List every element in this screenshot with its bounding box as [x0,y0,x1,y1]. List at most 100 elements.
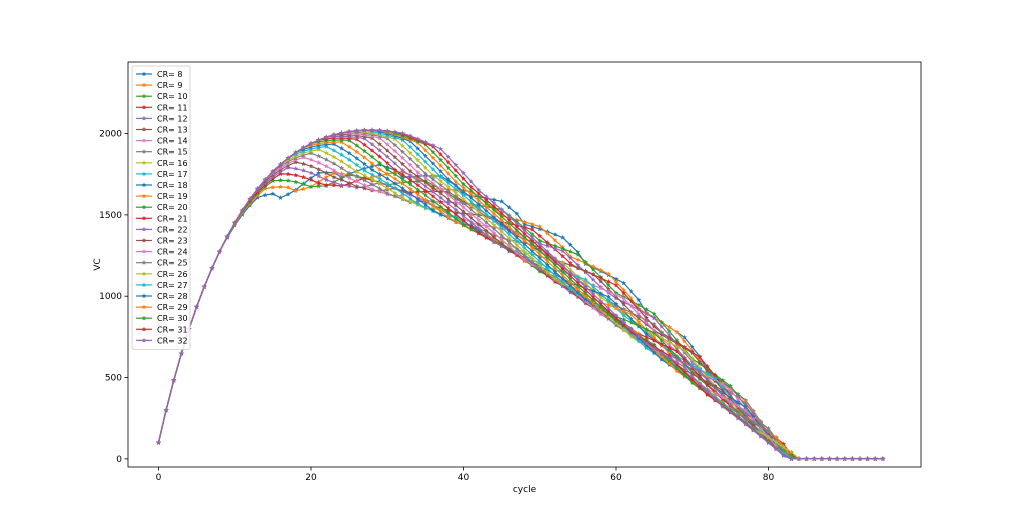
data-point [438,208,444,214]
data-point [491,210,497,216]
data-point [483,232,489,238]
data-point [628,329,634,335]
data-point [445,165,451,171]
data-point [331,182,337,188]
data-point [689,350,695,356]
legend-label: CR= 19 [157,192,188,201]
data-point [583,298,588,304]
legend-item: CR= 31 [136,325,188,334]
data-point [422,165,428,170]
data-point [598,307,604,313]
data-point [415,178,421,183]
data-point [758,423,764,429]
data-point [598,304,604,310]
data-point [522,258,527,264]
data-point [316,180,322,186]
data-point [438,168,444,174]
data-point [514,238,520,244]
data-point [377,181,383,186]
legend-label: CR= 27 [157,281,188,290]
data-point [316,183,322,189]
data-point [285,157,291,162]
data-point [636,302,642,308]
data-point [743,414,749,420]
data-point [392,185,398,191]
legend-item: CR= 20 [136,203,188,212]
data-point [453,200,459,205]
data-point [468,226,474,232]
data-point [461,176,466,181]
data-point [285,155,291,161]
data-point [552,231,558,237]
data-point [491,234,497,240]
data-point [644,345,649,351]
data-point [453,179,459,184]
legend-label: CR= 10 [157,92,188,101]
data-point [560,283,566,289]
data-point [400,176,405,182]
legend-marker [141,126,147,132]
data-point [300,150,306,156]
data-point [377,133,383,139]
series-line [157,152,883,460]
data-point [377,147,383,153]
data-point [445,210,451,215]
legend-label: CR= 12 [157,114,188,123]
data-point [636,307,642,312]
data-point [491,238,497,244]
data-point [697,359,703,365]
data-point [766,428,771,434]
legend-item: CR= 27 [136,281,188,290]
legend-marker [141,260,147,265]
data-point [567,266,573,272]
data-point [727,409,733,415]
data-point [476,194,482,200]
data-point [415,151,421,157]
data-point [689,356,695,362]
data-point [247,201,253,206]
data-point [758,425,764,431]
data-point [316,137,322,143]
data-point [316,140,322,146]
data-point [529,259,535,265]
data-point [529,238,535,243]
data-point [705,379,710,385]
data-point [430,189,436,194]
data-point [316,160,322,165]
data-point [522,241,527,247]
data-point [308,141,314,146]
data-point [552,269,558,274]
legend-box [131,65,191,350]
data-point [354,142,360,148]
data-point [430,180,436,186]
data-point [544,243,550,249]
data-point [552,255,558,261]
data-point [506,228,512,233]
data-point [461,208,466,214]
y-tick-label: 2000 [99,130,122,140]
data-point [590,271,596,277]
legend-marker [141,138,147,143]
data-point [422,202,428,207]
data-point [346,170,352,176]
data-point [636,338,642,344]
data-point [316,147,322,152]
data-point [682,334,688,340]
data-point [262,186,268,191]
data-point [506,247,512,253]
x-tick-label: 20 [305,473,317,483]
legend-item: CR= 23 [136,237,188,246]
legend-item: CR= 12 [136,114,188,123]
data-point [514,211,520,216]
data-point [567,287,573,293]
legend-item: CR= 14 [136,137,188,146]
data-point [522,219,527,225]
data-point [514,220,520,226]
data-point [323,156,329,162]
data-point [407,172,413,178]
data-point [354,169,360,174]
data-point [262,180,268,186]
data-point [339,152,344,157]
data-point [445,188,451,194]
data-point [666,324,672,330]
